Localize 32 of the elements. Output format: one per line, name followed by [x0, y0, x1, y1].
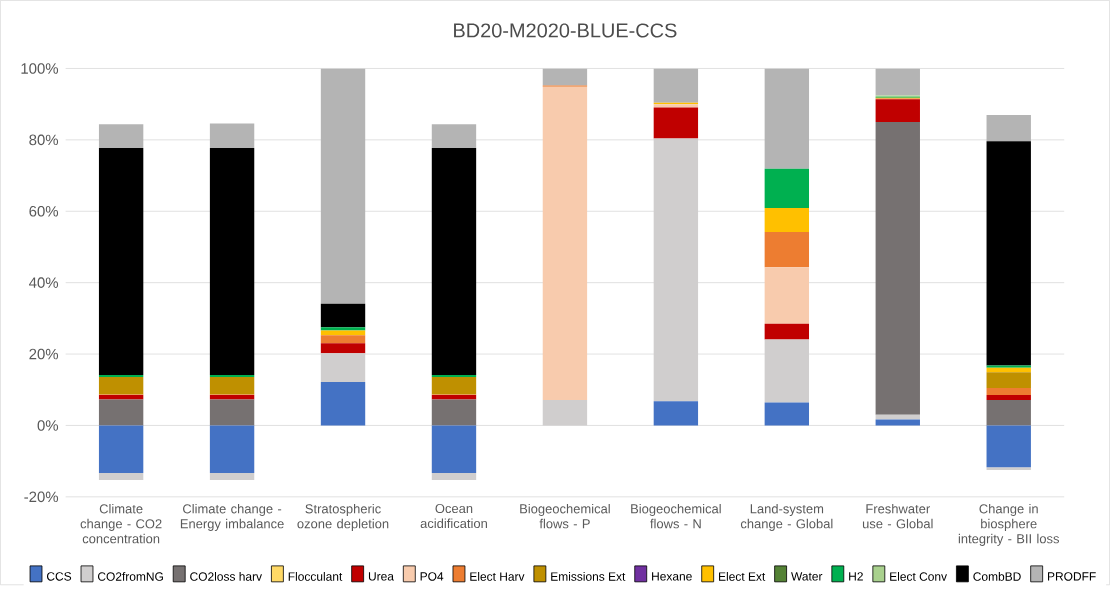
- chart-title: BD20-M2020-BLUE-CCS: [454, 23, 677, 38]
- x-tick-label: Biogeochemical flows - N: [631, 504, 721, 529]
- legend-label: Flocculant: [288, 572, 343, 581]
- y-tick-label: 80%: [29, 134, 59, 146]
- legend-label: H2: [849, 572, 863, 581]
- y-tick-label: 0%: [37, 420, 59, 431]
- legend-label: Water: [791, 572, 823, 581]
- y-tick-label: -20%: [24, 491, 59, 503]
- x-tick-label: Freshwater use - Global: [862, 504, 933, 529]
- x-tick-label: Ocean acidification: [420, 504, 487, 529]
- x-tick-label: Stratospheric ozone depletion: [297, 504, 389, 532]
- x-tick-label: Climate change - Energy imbalance: [180, 504, 284, 532]
- legend-label: PO4: [420, 572, 444, 581]
- legend-label: Emissions Ext: [551, 572, 626, 581]
- x-tick-label: Biogeochemical flows - P: [520, 504, 610, 529]
- legend-label: CCS: [46, 572, 72, 581]
- legend-label: Elect Harv: [470, 572, 525, 581]
- legend-label: Elect Conv: [890, 572, 947, 581]
- legend-label: PRODFF: [1048, 572, 1096, 581]
- y-tick-label: 60%: [29, 206, 59, 217]
- legend-label: Hexane: [652, 572, 692, 581]
- x-tick-label: Climate change - CO2 concentration: [80, 504, 162, 544]
- legend-label: CombBD: [973, 572, 1021, 581]
- legend-label: CO2loss harv: [190, 572, 262, 581]
- legend-label: Elect Ext: [719, 572, 766, 581]
- x-tick-label: Land-system change - Global: [740, 504, 833, 532]
- y-tick-label: 40%: [29, 277, 59, 289]
- x-tick-label: Change in biosphere integrity - BII loss: [958, 504, 1060, 547]
- y-tick-label: 100%: [21, 63, 59, 74]
- legend-label: Urea: [368, 572, 394, 581]
- y-tick-label: 20%: [29, 348, 59, 360]
- legend-label: CO2fromNG: [97, 572, 163, 581]
